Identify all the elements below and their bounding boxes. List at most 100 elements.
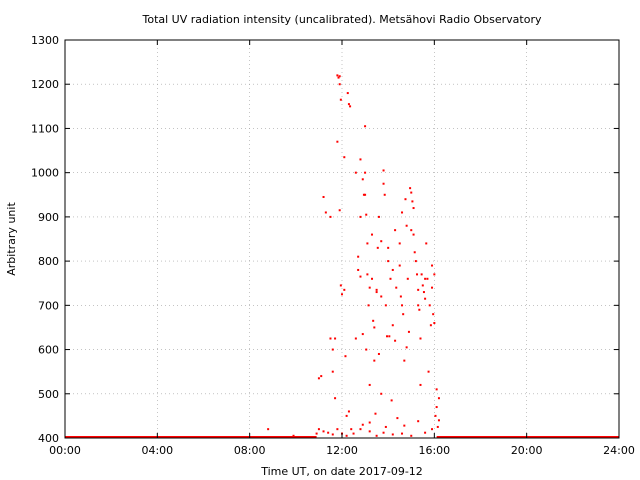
y-tick-label: 1100: [31, 122, 59, 135]
data-point: [391, 324, 394, 327]
x-tick-labels: 00:00 04:00 08:00 12:00 16:00 20:00 24:00: [49, 444, 635, 457]
data-point: [377, 352, 380, 355]
data-point: [347, 103, 350, 106]
data-point: [367, 304, 370, 307]
data-point: [403, 359, 406, 362]
data-point: [380, 240, 383, 243]
data-point: [387, 260, 390, 263]
data-point: [405, 346, 408, 349]
data-point: [427, 370, 430, 373]
data-point: [431, 264, 434, 267]
data-point: [398, 242, 401, 245]
x-tick-label: 00:00: [49, 444, 81, 457]
data-point: [359, 215, 362, 218]
y-tick-label: 800: [38, 255, 59, 268]
data-point: [394, 339, 397, 342]
data-point: [382, 182, 385, 185]
x-tick-label: 24:00: [603, 444, 635, 457]
data-point: [329, 215, 332, 218]
data-point: [410, 191, 413, 194]
data-point: [413, 251, 416, 254]
data-point: [402, 313, 405, 316]
data-point: [412, 207, 415, 210]
data-point: [428, 304, 431, 307]
data-point: [371, 233, 374, 236]
data-point: [352, 432, 355, 435]
data-point: [424, 297, 427, 300]
data-point: [405, 224, 408, 227]
y-tick-labels: 400 500 600 700 800 900 1000 1100 1200 1300: [31, 34, 59, 445]
data-point: [338, 209, 341, 212]
data-point: [359, 158, 362, 161]
data-point: [354, 337, 357, 340]
data-point: [437, 397, 440, 400]
data-point: [433, 322, 436, 325]
data-point: [386, 335, 389, 338]
y-tick-label: 500: [38, 388, 59, 401]
axis-ticks: [64, 39, 620, 439]
data-point: [362, 193, 365, 196]
data-point: [320, 375, 323, 378]
data-point: [380, 295, 383, 298]
data-point: [433, 273, 436, 276]
data-point: [366, 242, 369, 245]
data-point: [410, 434, 413, 437]
data-point: [384, 304, 387, 307]
data-point: [412, 233, 415, 236]
data-point: [382, 431, 385, 434]
data-point: [424, 431, 427, 434]
data-point: [292, 434, 295, 437]
data-point: [420, 273, 423, 276]
data-point: [336, 140, 339, 143]
data-point: [368, 421, 371, 424]
data-point: [334, 337, 337, 340]
data-point: [368, 383, 371, 386]
plot-frame: [64, 39, 620, 439]
y-tick-label: 400: [38, 432, 59, 445]
data-point: [336, 74, 339, 77]
data-point: [375, 434, 378, 437]
y-tick-label: 600: [38, 344, 59, 357]
data-point: [431, 286, 434, 289]
x-tick-label: 16:00: [418, 444, 450, 457]
data-point: [361, 178, 364, 181]
data-point: [418, 308, 421, 311]
y-tick-label: 900: [38, 211, 59, 224]
data-point: [337, 76, 340, 79]
data-point: [368, 286, 371, 289]
data-point: [403, 424, 406, 427]
data-point: [327, 431, 330, 434]
data-point: [334, 397, 337, 400]
data-point: [373, 359, 376, 362]
data-point: [357, 268, 360, 271]
data-point: [377, 215, 380, 218]
data-point: [404, 198, 407, 201]
data-point: [419, 337, 422, 340]
data-point: [350, 428, 353, 431]
data-point: [432, 313, 435, 316]
y-tick-label: 700: [38, 299, 59, 312]
data-point: [416, 273, 419, 276]
data-point: [372, 319, 375, 322]
data-point: [354, 171, 357, 174]
data-point: [419, 383, 422, 386]
data-point: [429, 324, 432, 327]
data-point: [407, 330, 410, 333]
data-point: [391, 268, 394, 271]
data-point: [406, 277, 409, 280]
y-axis-label: Arbitrary unit: [5, 202, 18, 276]
data-point: [401, 304, 404, 307]
data-point: [374, 412, 377, 415]
data-point: [435, 406, 438, 409]
data-point: [410, 229, 413, 232]
data-point: [421, 284, 424, 287]
data-point: [396, 417, 399, 420]
data-point: [436, 425, 439, 428]
data-point: [375, 291, 378, 294]
data-point: [401, 432, 404, 435]
data-point: [424, 277, 427, 280]
data-point: [339, 284, 342, 287]
data-point: [388, 335, 391, 338]
data-point: [365, 348, 368, 351]
data-point: [361, 333, 364, 336]
